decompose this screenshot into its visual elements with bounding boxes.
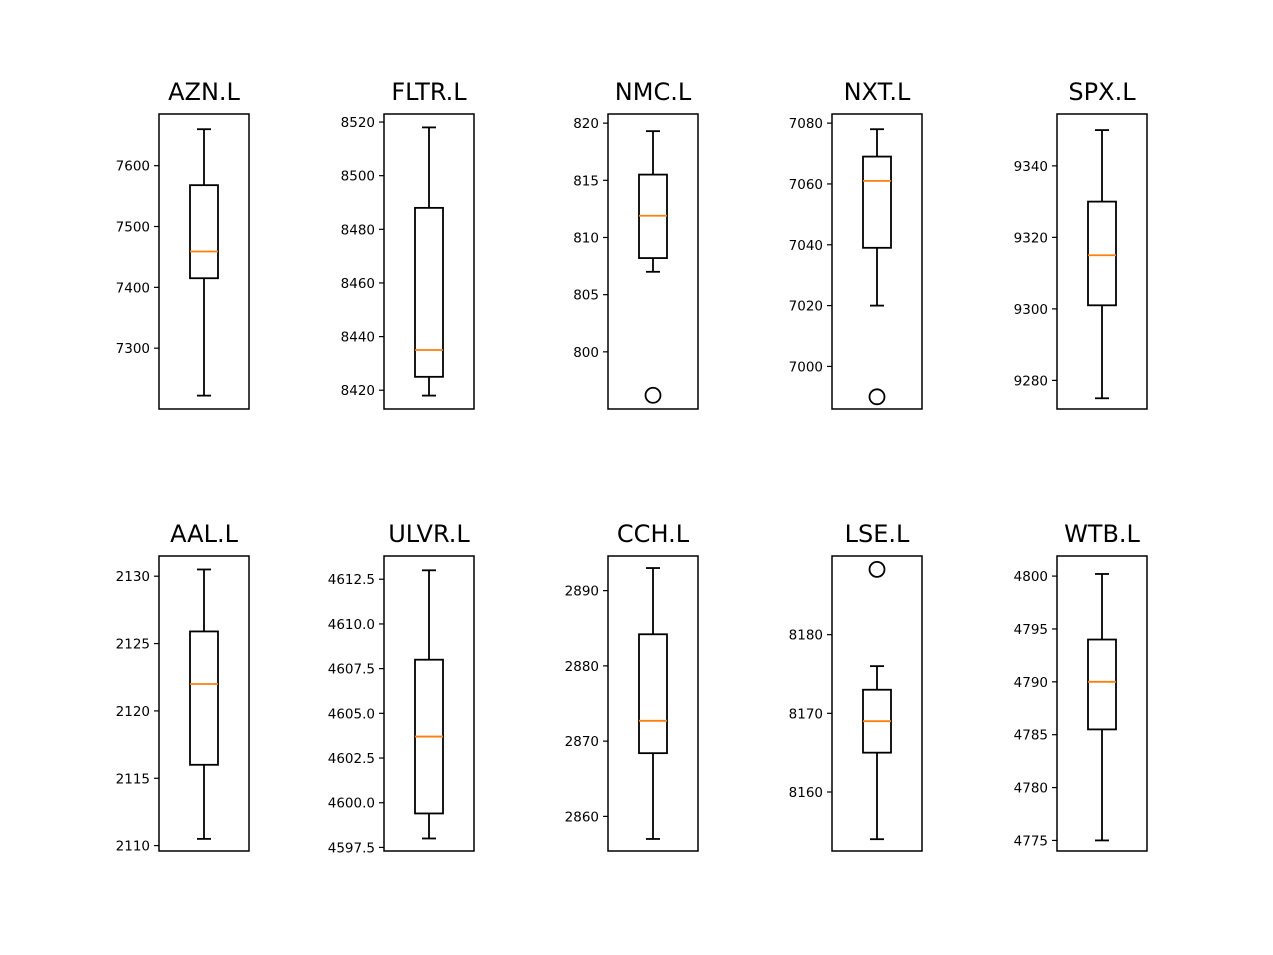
y-tick-label: 820 — [573, 116, 599, 132]
y-tick-label: 8500 — [341, 169, 375, 185]
y-tick-label: 4785 — [1014, 728, 1048, 744]
subplot-fltr-l: FLTR.L 8420 8440 8460 8480 8500 8520 — [341, 78, 475, 410]
y-tick-label: 2870 — [565, 734, 599, 750]
y-tick-label: 8480 — [341, 222, 375, 238]
subplot-title: FLTR.L — [391, 78, 467, 106]
subplot-title: CCH.L — [617, 520, 690, 548]
y-tick-label: 2120 — [116, 704, 150, 720]
box — [1087, 638, 1117, 731]
axes-frame — [158, 555, 250, 852]
subplot-aal-l: AAL.L 2110 2115 2120 2125 2130 — [116, 520, 250, 855]
axes-frame — [1056, 555, 1148, 852]
axes-frame — [831, 113, 923, 410]
outlier-point — [868, 560, 886, 578]
subplot-cch-l: CCH.L 2860 2870 2880 2890 — [565, 520, 699, 852]
y-tick-label: 2890 — [565, 584, 599, 600]
axes-frame — [158, 113, 250, 410]
axes-frame — [831, 555, 923, 852]
y-tick-label: 2880 — [565, 659, 599, 675]
subplot-nxt-l: NXT.L 7000 7020 7040 7060 7080 — [789, 78, 923, 410]
y-tick-label: 810 — [573, 230, 599, 246]
y-tick-label: 8460 — [341, 276, 375, 292]
y-tick-label: 7400 — [116, 280, 150, 296]
y-tick-label: 7500 — [116, 220, 150, 236]
axes-frame — [607, 555, 699, 852]
y-tick-label: 2125 — [116, 637, 150, 653]
box — [414, 206, 444, 378]
axes-frame — [607, 113, 699, 410]
subplot-title: WTB.L — [1064, 520, 1140, 548]
subplot-title: ULVR.L — [388, 520, 470, 548]
y-tick-label: 9320 — [1014, 230, 1048, 246]
y-tick-label: 8180 — [789, 628, 823, 644]
y-tick-label: 4800 — [1014, 569, 1048, 585]
subplot-azn-l: AZN.L 7300 7400 7500 7600 — [116, 78, 250, 410]
y-tick-label: 4790 — [1014, 675, 1048, 691]
subplot-wtb-l: WTB.L 4775 4780 4785 4790 4795 4800 — [1014, 520, 1148, 852]
box — [1087, 200, 1117, 307]
subplot-nmc-l: NMC.L 800 805 810 815 820 — [573, 78, 699, 410]
subplot-spx-l: SPX.L 9280 9300 9320 9340 — [1014, 78, 1148, 410]
y-tick-label: 2130 — [116, 569, 150, 585]
y-tick-label: 4775 — [1014, 833, 1048, 849]
box — [189, 630, 219, 766]
subplot-title: LSE.L — [845, 520, 910, 548]
y-tick-label: 4605.0 — [328, 706, 375, 722]
subplot-title: AZN.L — [168, 78, 240, 106]
y-tick-label: 4780 — [1014, 781, 1048, 797]
y-tick-label: 9280 — [1014, 373, 1048, 389]
subplot-title: SPX.L — [1068, 78, 1136, 106]
y-tick-label: 4607.5 — [328, 662, 375, 678]
y-tick-label: 8440 — [341, 330, 375, 346]
y-tick-label: 8420 — [341, 383, 375, 399]
box — [862, 155, 892, 249]
subplot-lse-l: LSE.L 8160 8170 8180 — [789, 520, 923, 852]
subplot-title: NMC.L — [615, 78, 692, 106]
y-tick-label: 7600 — [116, 159, 150, 175]
y-tick-label: 7000 — [789, 359, 823, 375]
subplot-title: NXT.L — [844, 78, 911, 106]
y-tick-label: 7080 — [789, 116, 823, 132]
box — [638, 633, 668, 755]
y-tick-label: 4597.5 — [328, 840, 375, 856]
y-tick-label: 9340 — [1014, 159, 1048, 175]
y-tick-label: 2860 — [565, 809, 599, 825]
y-tick-label: 805 — [573, 288, 599, 304]
y-tick-label: 7040 — [789, 238, 823, 254]
y-tick-label: 9300 — [1014, 302, 1048, 318]
box — [189, 184, 219, 280]
y-tick-label: 8170 — [789, 706, 823, 722]
axes-frame — [383, 555, 475, 852]
y-tick-label: 2115 — [116, 771, 150, 787]
outlier-point — [868, 388, 886, 406]
axes-frame — [383, 113, 475, 410]
y-tick-label: 4612.5 — [328, 572, 375, 588]
subplot-ulvr-l: ULVR.L 4597.5 4600.0 4602.5 4605.0 4607.5 4610… — [328, 520, 475, 856]
y-tick-label: 800 — [573, 345, 599, 361]
y-tick-label: 7300 — [116, 341, 150, 357]
y-tick-label: 7060 — [789, 177, 823, 193]
y-tick-label: 815 — [573, 173, 599, 189]
y-tick-label: 7020 — [789, 299, 823, 315]
y-tick-label: 8520 — [341, 115, 375, 131]
outlier-point — [644, 386, 662, 404]
subplot-title: AAL.L — [170, 520, 239, 548]
axes-frame — [1056, 113, 1148, 410]
y-tick-label: 2110 — [116, 839, 150, 855]
y-tick-label: 8160 — [789, 785, 823, 801]
y-tick-label: 4795 — [1014, 622, 1048, 638]
y-tick-label: 4600.0 — [328, 796, 375, 812]
y-tick-label: 4610.0 — [328, 617, 375, 633]
y-tick-label: 4602.5 — [328, 751, 375, 767]
